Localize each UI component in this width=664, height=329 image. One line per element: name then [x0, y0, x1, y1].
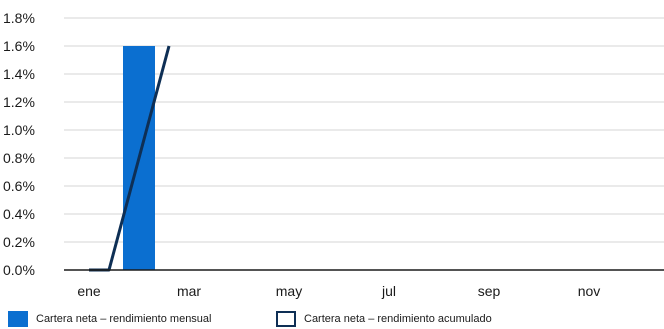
legend: Cartera neta – rendimiento mensual Carte…: [0, 311, 664, 329]
x-tick-label: sep: [478, 283, 501, 299]
y-tick-label: 0.8%: [3, 150, 35, 166]
y-tick-label: 1.0%: [3, 122, 35, 138]
x-tick-label: nov: [578, 283, 601, 299]
x-tick-label: jul: [381, 283, 396, 299]
x-tick-label: mar: [177, 283, 201, 299]
legend-item-cumulative: Cartera neta – rendimiento acumulado: [276, 311, 492, 327]
x-tick-label: may: [276, 283, 302, 299]
legend-label-cumulative: Cartera neta – rendimiento acumulado: [304, 313, 492, 325]
y-tick-label: 1.2%: [3, 94, 35, 110]
y-tick-label: 0.6%: [3, 178, 35, 194]
y-tick-label: 1.4%: [3, 66, 35, 82]
x-tick-label: ene: [77, 283, 101, 299]
y-axis-labels: 0.0% 0.2% 0.4% 0.6% 0.8% 1.0% 1.2% 1.4% 1.6% 1.8%: [3, 10, 35, 278]
y-tick-label: 0.4%: [3, 206, 35, 222]
legend-label-monthly: Cartera neta – rendimiento mensual: [36, 313, 212, 325]
chart: 0.0% 0.2% 0.4% 0.6% 0.8% 1.0% 1.2% 1.4% 1.6% 1.8%…: [3, 10, 664, 299]
legend-swatch-cumulative: [276, 311, 296, 327]
legend-item-monthly: Cartera neta – rendimiento mensual: [8, 311, 211, 327]
y-tick-label: 1.8%: [3, 10, 35, 26]
y-tick-label: 0.2%: [3, 234, 35, 250]
x-axis-labels: ene mar may jul sep nov: [77, 283, 600, 299]
gridlines: [64, 17, 664, 243]
y-tick-label: 0.0%: [3, 262, 35, 278]
y-tick-label: 1.6%: [3, 38, 35, 54]
legend-swatch-monthly: [8, 311, 28, 327]
